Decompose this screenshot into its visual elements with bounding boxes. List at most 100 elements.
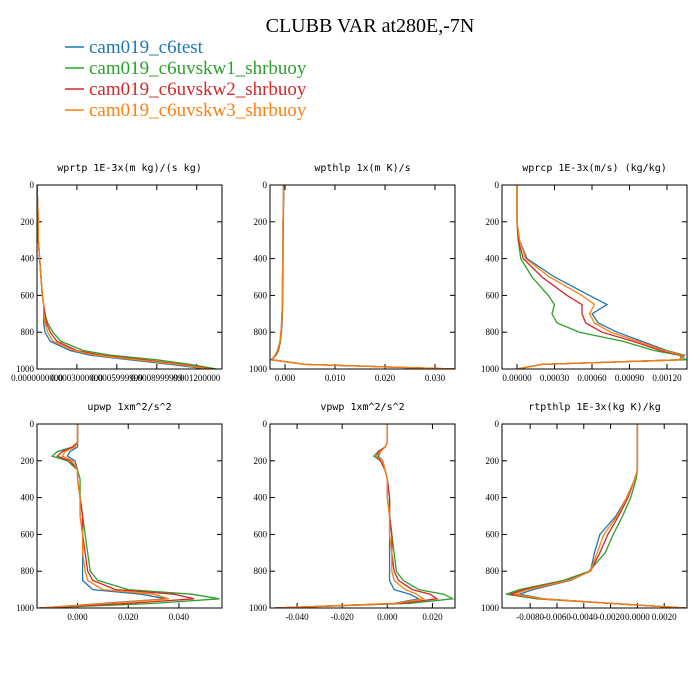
y-tick-label: 600: [21, 529, 35, 539]
panel-title: wprcp 1E-3x(m/s) (kg/kg): [522, 163, 667, 174]
y-tick-label: 1000: [481, 364, 500, 374]
plot-frame: [501, 423, 688, 609]
legend-label: cam019_c6uvskw3_shrbuoy: [89, 100, 307, 121]
x-tick-label: 0.020: [118, 612, 139, 622]
series-line: [516, 185, 685, 369]
x-tick-label: -0.0040: [570, 612, 598, 622]
plot-frame: [36, 184, 223, 370]
y-tick-label: 0: [495, 419, 500, 429]
y-tick-label: 0: [263, 419, 268, 429]
y-tick-label: 800: [21, 327, 35, 337]
y-tick-label: 1000: [481, 603, 500, 613]
y-tick-label: 0: [30, 180, 35, 190]
y-tick-label: 200: [486, 217, 500, 227]
x-tick-label: 0.020: [422, 612, 443, 622]
series-line: [509, 424, 686, 608]
x-tick-label: 0.0003000000: [51, 373, 103, 383]
x-tick-label: 0.000: [67, 612, 88, 622]
series-line: [513, 424, 686, 608]
y-tick-label: 600: [486, 529, 500, 539]
y-tick-label: 200: [254, 217, 268, 227]
y-tick-label: 1000: [16, 603, 35, 613]
series-line: [505, 424, 686, 608]
y-tick-label: 400: [21, 493, 35, 503]
series-line: [274, 424, 455, 608]
plot-frame: [269, 423, 456, 609]
y-tick-label: 800: [486, 566, 500, 576]
x-tick-label: -0.020: [331, 612, 355, 622]
legend-label: cam019_c6test: [89, 37, 204, 58]
series-line: [274, 424, 439, 608]
y-tick-label: 0: [263, 180, 268, 190]
x-tick-label: 0.0000: [625, 612, 650, 622]
plot-frame: [501, 184, 688, 370]
series-line: [37, 185, 211, 369]
series-line: [516, 424, 686, 608]
y-tick-label: 600: [254, 290, 268, 300]
x-tick-label: 0.00090: [615, 373, 645, 383]
x-tick-label: 0.000: [377, 612, 398, 622]
y-tick-label: 1000: [249, 603, 268, 613]
y-tick-label: 400: [486, 493, 500, 503]
y-tick-label: 800: [21, 566, 35, 576]
x-tick-label: 0.0020: [652, 612, 677, 622]
x-tick-label: 0.00000: [502, 373, 532, 383]
panel-title: wprtp 1E-3x(m kg)/(s kg): [57, 163, 202, 174]
series-line: [37, 185, 213, 369]
x-tick-label: 0.00060: [577, 373, 607, 383]
panel-title: upwp 1xm^2/s^2: [87, 402, 171, 413]
series-line: [37, 185, 217, 369]
y-tick-label: 600: [21, 290, 35, 300]
x-tick-label: 0.0008999999: [131, 373, 183, 383]
figure-title: CLUBB VAR at280E,-7N: [266, 15, 475, 37]
x-tick-label: 0.001200000: [173, 373, 221, 383]
x-tick-label: -0.040: [285, 612, 309, 622]
x-tick-label: -0.0080: [516, 612, 544, 622]
x-tick-label: 0.000: [275, 373, 296, 383]
y-tick-label: 200: [486, 456, 500, 466]
y-tick-label: 400: [21, 254, 35, 264]
x-tick-label: 0.00030: [540, 373, 570, 383]
plot-frame: [36, 423, 223, 609]
x-tick-label: 0.0005999999: [91, 373, 143, 383]
legend-label: cam019_c6uvskw1_shrbuoy: [89, 58, 307, 79]
y-tick-label: 200: [21, 217, 35, 227]
x-tick-label: 0.040: [169, 612, 190, 622]
legend-label: cam019_c6uvskw2_shrbuoy: [89, 79, 307, 100]
y-tick-label: 400: [254, 493, 268, 503]
panel-title: vpwp 1xm^2/s^2: [320, 402, 404, 413]
y-tick-label: 0: [495, 180, 500, 190]
y-tick-label: 800: [254, 327, 268, 337]
panel-title: wpthlp 1x(m K)/s: [314, 163, 410, 174]
y-tick-label: 800: [486, 327, 500, 337]
y-tick-label: 400: [486, 254, 500, 264]
series-line: [39, 424, 220, 608]
x-tick-label: -0.0060: [543, 612, 571, 622]
y-tick-label: 1000: [16, 364, 35, 374]
x-tick-label: 0.00120: [652, 373, 682, 383]
x-tick-label: 0.0000000000: [11, 373, 63, 383]
x-tick-label: 0.020: [375, 373, 396, 383]
series-line: [39, 424, 195, 608]
y-tick-label: 200: [254, 456, 268, 466]
x-tick-label: -0.0020: [597, 612, 625, 622]
series-line: [516, 185, 683, 369]
y-tick-label: 200: [21, 456, 35, 466]
plot-frame: [269, 184, 456, 370]
series-line: [271, 185, 455, 369]
series-line: [270, 185, 455, 369]
y-tick-label: 600: [486, 290, 500, 300]
x-tick-label: 0.030: [425, 373, 446, 383]
series-line: [270, 185, 455, 369]
panel-title: rtpthlp 1E-3x(kg K)/kg: [528, 402, 660, 413]
y-tick-label: 0: [30, 419, 35, 429]
series-line: [274, 424, 421, 608]
y-tick-label: 600: [254, 529, 268, 539]
series-line: [270, 185, 455, 369]
series-line: [39, 424, 169, 608]
series-line: [274, 424, 426, 608]
y-tick-label: 800: [254, 566, 268, 576]
x-tick-label: 0.010: [325, 373, 346, 383]
y-tick-label: 1000: [249, 364, 268, 374]
